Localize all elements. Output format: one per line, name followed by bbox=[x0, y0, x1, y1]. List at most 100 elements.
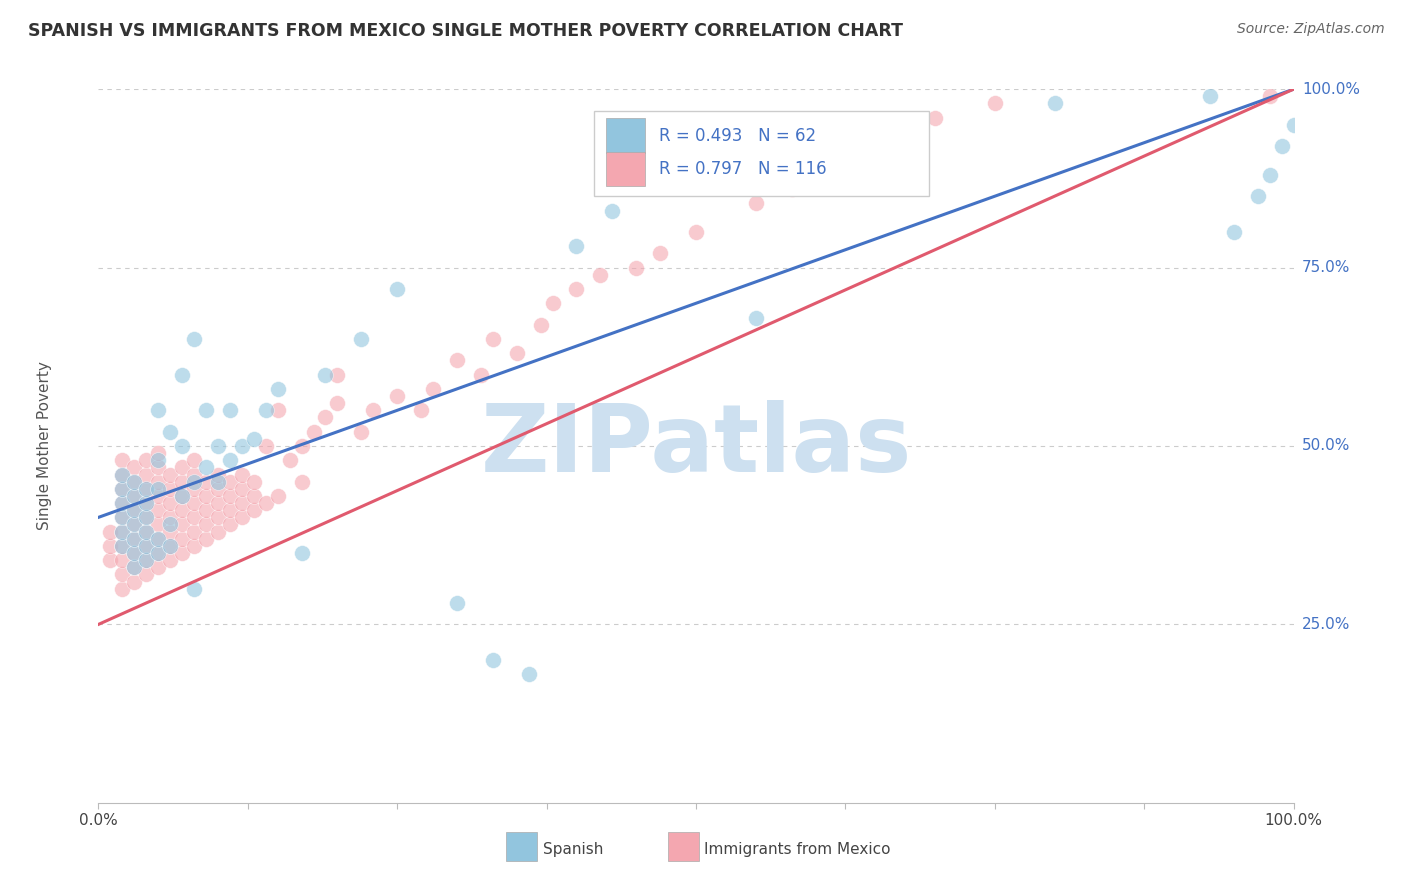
Point bbox=[470, 368, 492, 382]
Point bbox=[135, 553, 157, 567]
Point bbox=[517, 667, 540, 681]
Point bbox=[411, 403, 433, 417]
Point bbox=[98, 553, 122, 567]
Point bbox=[254, 439, 277, 453]
Point bbox=[111, 553, 134, 567]
Point bbox=[863, 118, 886, 132]
Point bbox=[124, 546, 146, 560]
Point bbox=[159, 467, 181, 482]
Point bbox=[148, 475, 170, 489]
Point bbox=[172, 503, 194, 517]
Point bbox=[148, 482, 170, 496]
Point bbox=[172, 368, 194, 382]
Point bbox=[219, 453, 242, 467]
Text: 100.0%: 100.0% bbox=[1302, 82, 1360, 96]
Point bbox=[446, 596, 468, 610]
Point bbox=[194, 503, 217, 517]
Point bbox=[183, 510, 205, 524]
Point bbox=[194, 460, 217, 475]
Point bbox=[148, 532, 170, 546]
Point bbox=[207, 496, 229, 510]
Point bbox=[231, 510, 253, 524]
Point bbox=[1271, 139, 1294, 153]
Point bbox=[135, 567, 157, 582]
Point bbox=[231, 496, 253, 510]
FancyBboxPatch shape bbox=[606, 152, 644, 186]
Point bbox=[148, 403, 170, 417]
Point bbox=[446, 353, 468, 368]
Point bbox=[219, 475, 242, 489]
Point bbox=[111, 467, 134, 482]
Point bbox=[290, 475, 312, 489]
FancyBboxPatch shape bbox=[606, 119, 644, 153]
Point bbox=[124, 517, 146, 532]
Text: R = 0.493   N = 62: R = 0.493 N = 62 bbox=[659, 127, 815, 145]
Point bbox=[290, 546, 312, 560]
Point bbox=[124, 532, 146, 546]
Point bbox=[148, 532, 170, 546]
Point bbox=[363, 403, 385, 417]
Text: Source: ZipAtlas.com: Source: ZipAtlas.com bbox=[1237, 22, 1385, 37]
Point bbox=[135, 553, 157, 567]
Point bbox=[111, 453, 134, 467]
Point bbox=[267, 382, 290, 396]
Point bbox=[148, 460, 170, 475]
Point bbox=[506, 346, 529, 360]
Point bbox=[219, 403, 242, 417]
Point bbox=[243, 503, 266, 517]
Point bbox=[111, 582, 134, 596]
Point bbox=[124, 475, 146, 489]
Point bbox=[243, 489, 266, 503]
Point bbox=[159, 510, 181, 524]
Point bbox=[172, 532, 194, 546]
Point bbox=[422, 382, 444, 396]
Point bbox=[183, 582, 205, 596]
Point bbox=[124, 503, 146, 517]
Point bbox=[315, 368, 337, 382]
Point bbox=[183, 453, 205, 467]
Point bbox=[148, 560, 170, 574]
Point bbox=[135, 524, 157, 539]
Point bbox=[172, 460, 194, 475]
Point bbox=[219, 503, 242, 517]
Point bbox=[207, 482, 229, 496]
Point bbox=[135, 539, 157, 553]
Point bbox=[231, 439, 253, 453]
Point bbox=[124, 460, 146, 475]
Point bbox=[172, 489, 194, 503]
Point bbox=[231, 482, 253, 496]
Point bbox=[685, 225, 707, 239]
Point bbox=[745, 310, 768, 325]
Point bbox=[194, 475, 217, 489]
Point bbox=[135, 496, 157, 510]
Point bbox=[243, 432, 266, 446]
FancyBboxPatch shape bbox=[595, 111, 929, 196]
Point bbox=[207, 439, 229, 453]
Point bbox=[326, 368, 349, 382]
Point bbox=[111, 467, 134, 482]
Point bbox=[111, 510, 134, 524]
Point bbox=[183, 467, 205, 482]
Point bbox=[1246, 189, 1268, 203]
Text: Spanish: Spanish bbox=[543, 842, 603, 856]
Point bbox=[124, 517, 146, 532]
Point bbox=[350, 425, 373, 439]
Point bbox=[111, 539, 134, 553]
Point bbox=[135, 510, 157, 524]
Point bbox=[124, 532, 146, 546]
Point bbox=[159, 553, 181, 567]
Point bbox=[194, 532, 217, 546]
Point bbox=[124, 560, 146, 574]
Point bbox=[135, 482, 157, 496]
Point bbox=[172, 489, 194, 503]
Point bbox=[385, 389, 409, 403]
Point bbox=[111, 524, 134, 539]
Point bbox=[172, 546, 194, 560]
Point bbox=[565, 239, 588, 253]
Point bbox=[135, 467, 157, 482]
Point bbox=[780, 182, 803, 196]
Point bbox=[111, 539, 134, 553]
Point bbox=[183, 524, 205, 539]
Point bbox=[385, 282, 409, 296]
Point bbox=[124, 560, 146, 574]
